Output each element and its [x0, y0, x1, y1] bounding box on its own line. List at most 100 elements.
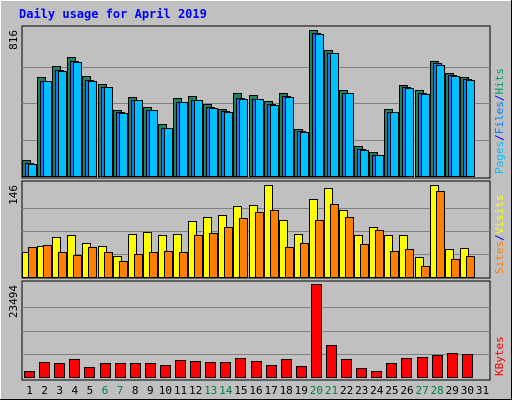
bar-kbytes-day-13	[205, 362, 216, 378]
bar-sites-day-13	[209, 233, 218, 278]
bar-kbytes-day-15	[235, 358, 246, 378]
bar-sites-day-12	[194, 235, 203, 278]
bar-sites-day-14	[224, 227, 233, 278]
bar-sites-day-29	[451, 259, 460, 278]
bar-pages-day-4	[73, 62, 82, 177]
bar-pages-day-12	[194, 100, 203, 177]
bar-pages-day-20	[315, 34, 324, 177]
x-tick-label-day-31: 31	[476, 384, 489, 397]
x-tick-label-day-3: 3	[56, 384, 63, 397]
bar-pages-day-22	[345, 93, 354, 177]
x-tick-label-day-20: 20	[310, 384, 323, 397]
bar-sites-day-9	[149, 252, 158, 278]
x-tick-label-day-13: 13	[204, 384, 217, 397]
bar-pages-day-30	[466, 80, 475, 177]
bar-sites-day-26	[405, 249, 414, 278]
y-axis-label-part-3: Visits	[493, 195, 506, 235]
bar-kbytes-day-20	[311, 284, 322, 378]
bar-pages-day-3	[58, 71, 67, 177]
bar-sites-day-11	[179, 252, 188, 278]
x-tick-label-day-4: 4	[71, 384, 78, 397]
bar-sites-day-6	[104, 252, 113, 278]
chart-panel-2: 146 Sites/Visits	[7, 180, 506, 279]
x-tick-label-day-17: 17	[264, 384, 277, 397]
bar-pages-day-15	[239, 99, 248, 177]
bar-pages-day-24	[375, 155, 384, 177]
bar-sites-day-4	[73, 255, 82, 278]
bar-sites-day-17	[270, 210, 279, 278]
x-tick-label-day-19: 19	[295, 384, 308, 397]
bar-kbytes-day-24	[371, 371, 382, 378]
y-max-tick-label: 146	[7, 185, 20, 205]
bar-kbytes-day-23	[356, 368, 367, 378]
bar-pages-day-25	[390, 112, 399, 177]
bar-kbytes-day-5	[84, 367, 95, 378]
bar-pages-day-2	[43, 81, 52, 177]
bar-kbytes-day-18	[281, 359, 292, 378]
x-axis-labels: 1 2 3 4 5 6 7 8 9 10 11 12 13 14 15 16 17 18 19 20 21 22 23 24 2…	[26, 384, 489, 397]
y-axis-label-part-1: Sites	[493, 241, 506, 274]
x-tick-label-day-8: 8	[132, 384, 139, 397]
bar-kbytes-day-6	[100, 363, 111, 378]
bar-pages-day-29	[451, 76, 460, 177]
x-tick-label-day-15: 15	[234, 384, 247, 397]
bar-sites-day-24	[375, 230, 384, 278]
bar-kbytes-day-26	[401, 358, 412, 378]
bar-pages-day-18	[285, 97, 294, 177]
bar-kbytes-day-25	[386, 363, 397, 378]
bar-kbytes-day-11	[175, 360, 186, 378]
y-axis-label: KBytes	[493, 336, 506, 376]
x-tick-label-day-10: 10	[159, 384, 172, 397]
bar-pages-day-27	[421, 94, 430, 177]
y-axis-label-part-2: /	[493, 234, 506, 241]
bar-kbytes-day-14	[220, 362, 231, 378]
y-max-tick-label: 816	[7, 30, 20, 50]
bar-pages-day-19	[300, 132, 309, 177]
x-tick-label-day-30: 30	[461, 384, 474, 397]
bar-kbytes-day-4	[69, 359, 80, 378]
x-tick-label-day-16: 16	[249, 384, 262, 397]
x-tick-label-day-5: 5	[87, 384, 94, 397]
bar-kbytes-day-29	[447, 353, 458, 378]
bar-sites-day-28	[436, 191, 445, 278]
x-tick-label-day-21: 21	[325, 384, 338, 397]
x-tick-label-day-27: 27	[415, 384, 428, 397]
y-axis-label: Pages/Files/Hits	[493, 68, 506, 174]
y-axis-label-part-1: KBytes	[493, 336, 506, 376]
bar-pages-day-8	[134, 100, 143, 177]
chart-panel-1: 816 Pages/Files/Hits	[7, 25, 506, 179]
bar-pages-day-28	[436, 65, 445, 177]
bar-kbytes-day-30	[462, 354, 473, 378]
y-max-tick-label: 23494	[7, 285, 20, 318]
bar-kbytes-day-12	[190, 361, 201, 378]
chart-panel-3: 23494 KBytes	[7, 280, 506, 381]
bar-kbytes-day-1	[24, 371, 35, 378]
bar-kbytes-day-7	[115, 363, 126, 378]
x-tick-label-day-22: 22	[340, 384, 353, 397]
bar-pages-day-23	[360, 150, 369, 177]
bar-sites-day-18	[285, 247, 294, 278]
bar-kbytes-day-10	[160, 365, 171, 378]
bar-sites-day-22	[345, 217, 354, 278]
bar-pages-day-7	[119, 113, 128, 177]
x-tick-label-day-24: 24	[370, 384, 384, 397]
x-tick-label-day-11: 11	[174, 384, 187, 397]
bar-sites-day-16	[255, 212, 264, 278]
bar-kbytes-day-17	[266, 365, 277, 378]
bar-pages-day-10	[164, 128, 173, 177]
bar-kbytes-day-3	[54, 363, 65, 378]
x-tick-label-day-14: 14	[219, 384, 233, 397]
bar-pages-day-17	[270, 105, 279, 177]
x-tick-label-day-9: 9	[147, 384, 154, 397]
bar-pages-day-14	[224, 112, 233, 177]
x-tick-label-day-12: 12	[189, 384, 202, 397]
bar-kbytes-day-19	[296, 366, 307, 378]
x-tick-label-day-7: 7	[117, 384, 124, 397]
bar-kbytes-day-21	[326, 345, 337, 378]
bar-kbytes-day-9	[145, 363, 156, 378]
x-tick-label-day-25: 25	[385, 384, 398, 397]
x-tick-label-day-23: 23	[355, 384, 368, 397]
bar-kbytes-day-16	[251, 361, 262, 378]
